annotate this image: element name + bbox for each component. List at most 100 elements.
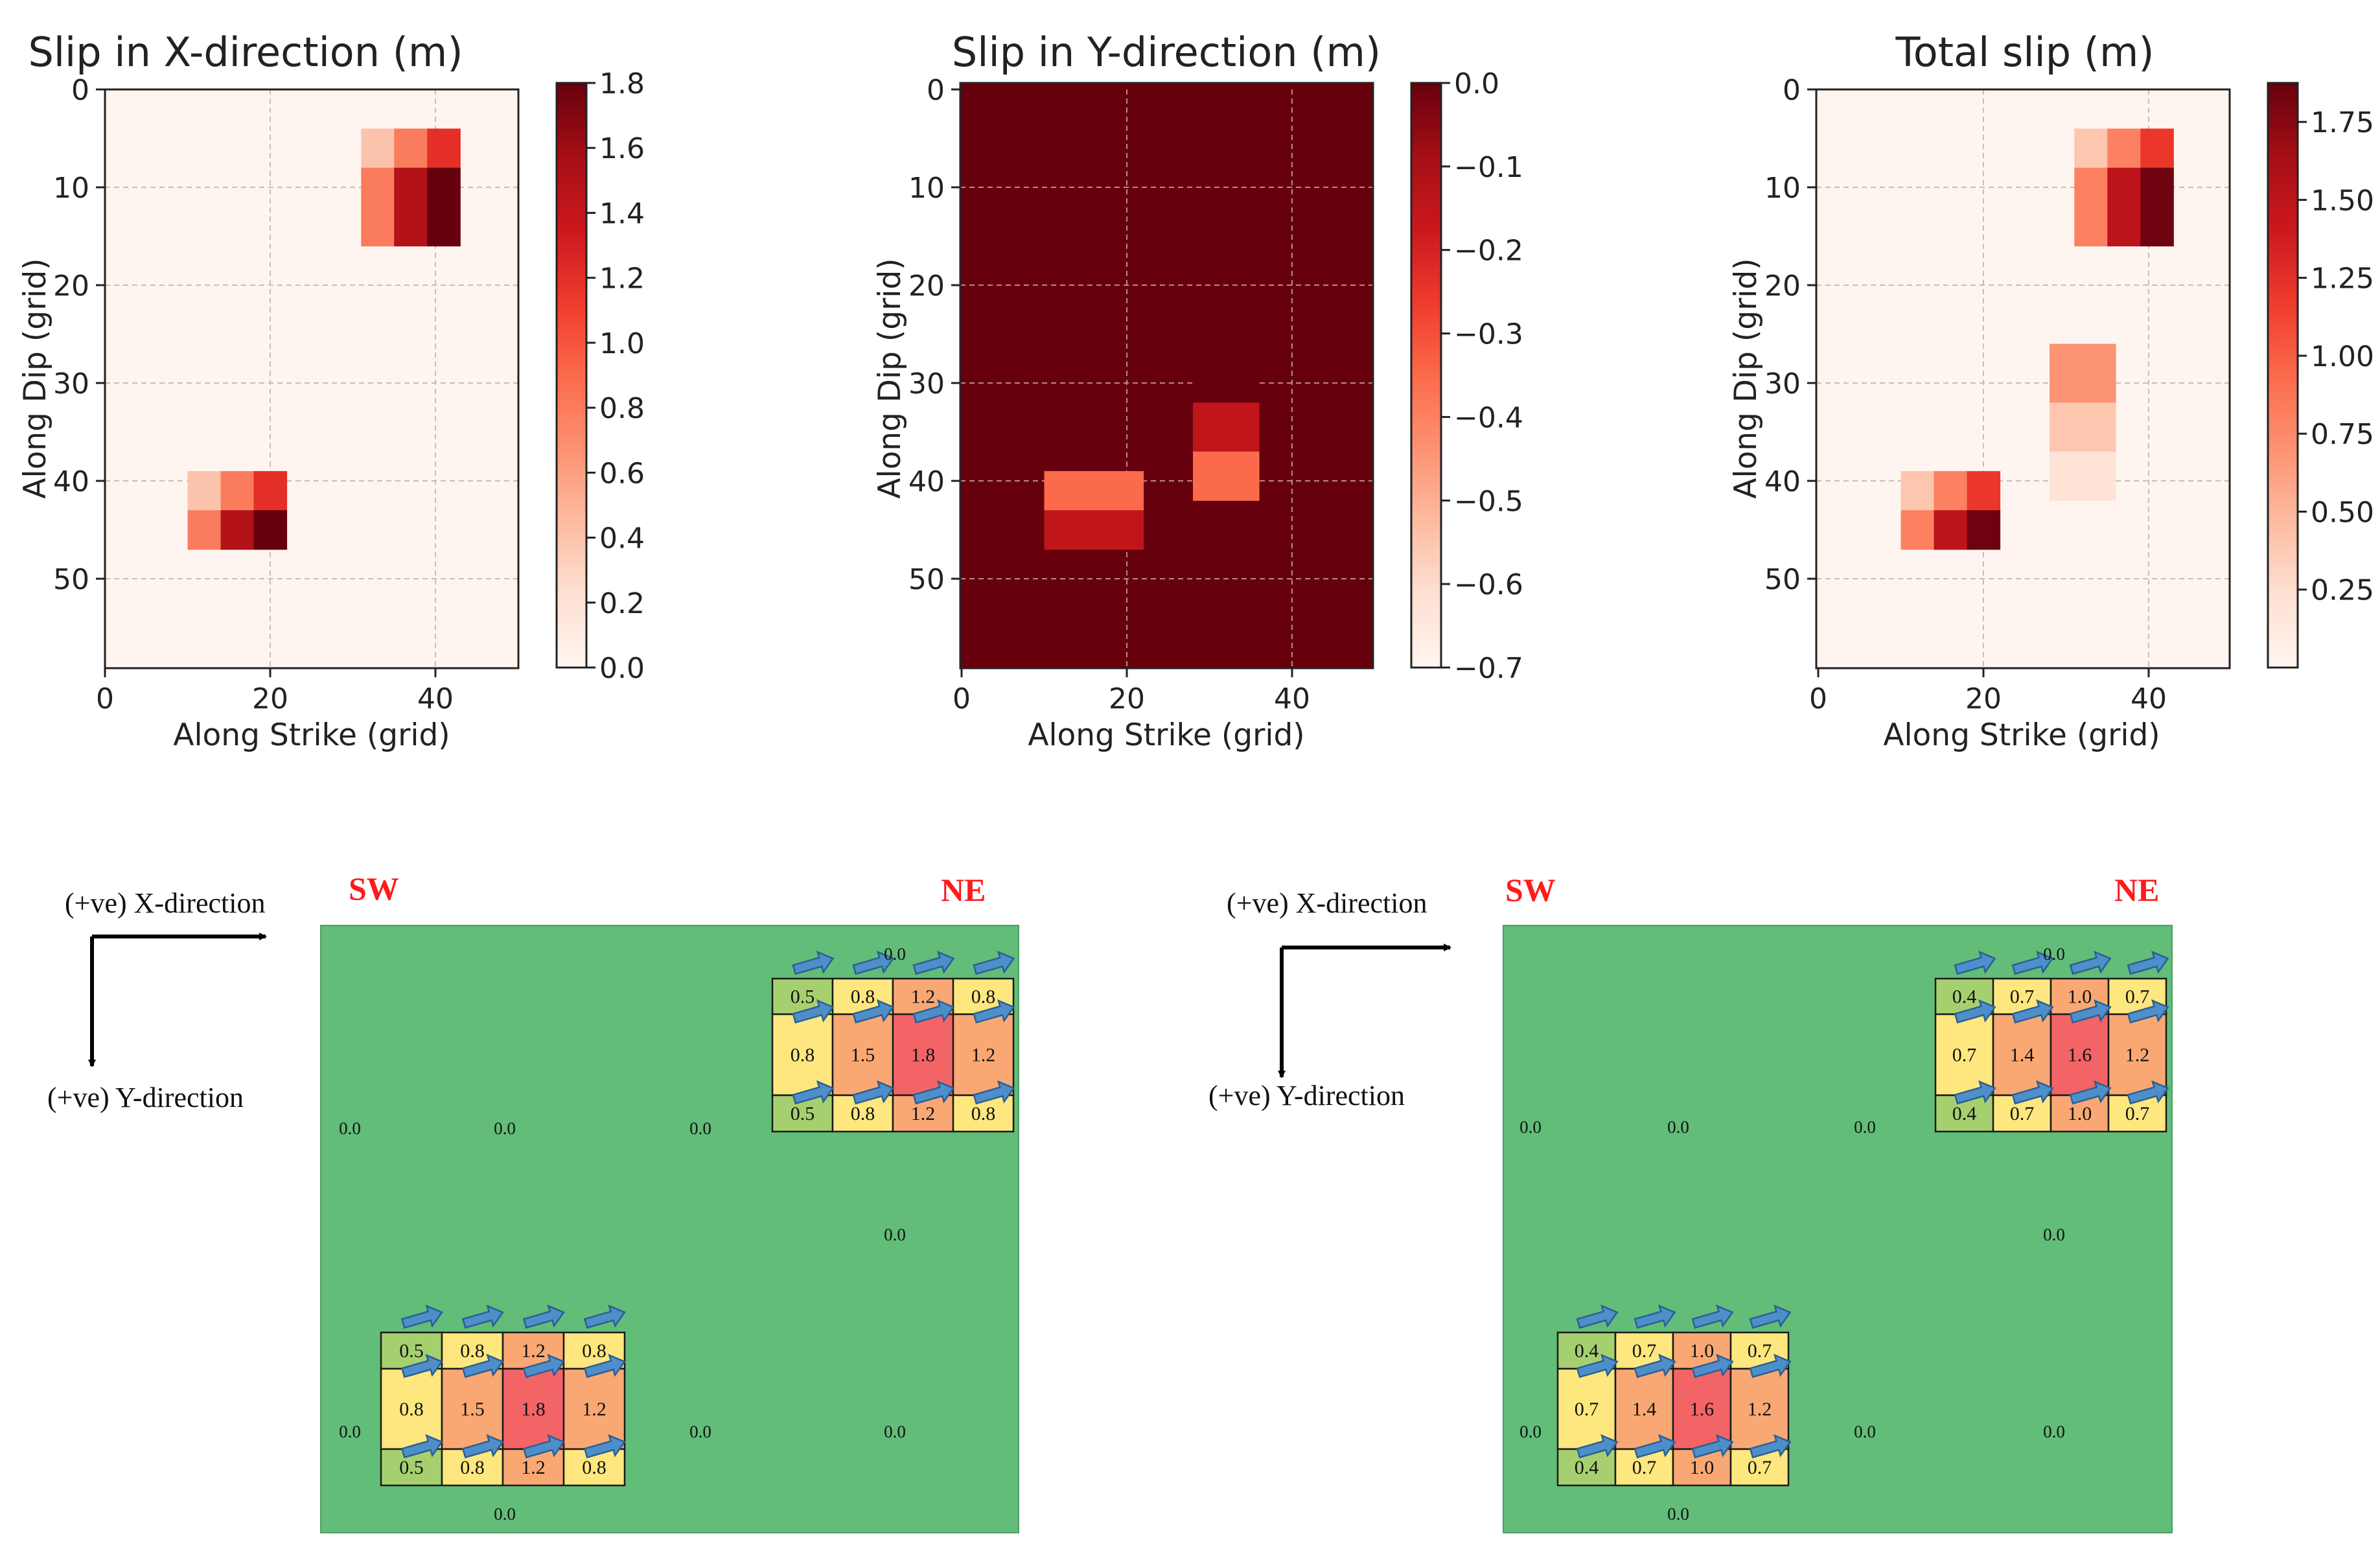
slip-value: 1.0 — [1690, 1457, 1715, 1478]
colorbar-ticks: 0.0 0.2 0.4 0.6 0.8 1.0 1.2 1.4 1.6 1.8 — [586, 67, 645, 685]
colorbar-tick-label: 0.8 — [599, 392, 645, 425]
colorbar-tick-label: 0.25 — [2311, 574, 2374, 607]
x-axis-label: Along Strike (grid) — [1028, 717, 1304, 753]
zero-value: 0.0 — [339, 1119, 361, 1138]
y-ticks: 0 10 20 30 40 50 — [1764, 74, 1816, 596]
slip-value: 1.2 — [521, 1340, 546, 1362]
slip-arrow-icon — [2011, 999, 2054, 1024]
grid-lines — [105, 89, 518, 668]
slip-cell — [220, 510, 255, 550]
slip-value: 0.8 — [851, 1103, 875, 1124]
slip-value: 0.4 — [1575, 1340, 1599, 1362]
plot-area-bg — [960, 83, 1373, 668]
slip-cell — [1193, 343, 1260, 403]
slip-cell — [394, 167, 428, 247]
slip-value: 0.5 — [791, 1103, 815, 1124]
slip-cell — [952, 1013, 1015, 1097]
slip-cell — [2107, 128, 2141, 169]
zero-value: 0.0 — [1667, 1117, 1689, 1137]
x-tick-label: 40 — [2131, 682, 2167, 715]
slip-value: 0.5 — [399, 1340, 424, 1362]
slip-arrow-icon — [583, 1353, 626, 1378]
colorbar-tick-label: 1.25 — [2311, 262, 2374, 296]
zero-value: 0.0 — [2043, 1225, 2065, 1244]
slip-cell — [1729, 1367, 1790, 1450]
slip-cell — [1901, 471, 1935, 511]
ne-label: NE — [941, 872, 986, 908]
slip-cell — [1044, 510, 1144, 550]
colorbar-tick-label: 1.00 — [2311, 340, 2374, 373]
x-axis-label: Along Strike (grid) — [1883, 717, 2160, 753]
slip-arrow-icon — [400, 1353, 443, 1378]
colorbar — [1410, 82, 1442, 669]
slip-value: 1.5 — [851, 1045, 875, 1066]
zero-values: 0.0 0.0 0.0 0.0 0.0 0.0 0.0 — [339, 1119, 906, 1441]
y-tick-label: 10 — [908, 172, 945, 205]
colorbar-tick-label: 0.0 — [599, 652, 645, 685]
chart-title: Slip in X-direction (m) — [28, 29, 463, 76]
slip-value: 1.8 — [911, 1045, 936, 1066]
slip-diagram-right: (+ve) X-direction (+ve) Y-direction SW N… — [1208, 872, 2173, 1533]
zero-value: 0.0 — [339, 1422, 361, 1441]
y-tick-label: 20 — [908, 270, 945, 303]
sw-patch: 0.5 0.8 1.2 0.8 0.8 1.5 1.8 1.2 0.5 0.8 1.2 0.8 0.0 — [380, 1304, 626, 1524]
colorbar-ticks: 0.0 −0.1 −0.2 −0.3 −0.4 −0.5 −0.6 −0.7 — [1441, 67, 1523, 685]
x-tick-label: 20 — [252, 682, 288, 715]
x-tick-label: 0 — [953, 682, 971, 715]
colorbar-tick-label: 1.8 — [599, 67, 645, 100]
slip-arrow-icon — [2069, 1080, 2112, 1105]
colorbar-tick-label: 1.2 — [599, 262, 645, 296]
y-tick-label: 50 — [53, 563, 89, 596]
slip-arrow-icon — [973, 1080, 1015, 1105]
colorbar-tick-label: 1.75 — [2311, 106, 2374, 139]
slip-value: 0.7 — [1575, 1399, 1599, 1420]
x-tick-label: 20 — [1109, 682, 1145, 715]
x-direction-label: (+ve) X-direction — [65, 887, 265, 919]
sw-label: SW — [1505, 872, 1556, 908]
slip-arrow-icon — [522, 1353, 565, 1378]
slip-cell — [2140, 167, 2174, 247]
slip-arrow-icon — [522, 1304, 565, 1329]
slip-value: 1.0 — [2068, 986, 2092, 1008]
grid-lines — [1816, 89, 2230, 668]
slip-value: 1.5 — [460, 1399, 485, 1420]
slip-cell — [1556, 1448, 1617, 1487]
slip-arrow-icon — [1691, 1353, 1734, 1378]
slip-arrow-icon — [2011, 1080, 2054, 1105]
slip-cell — [1672, 1367, 1732, 1450]
colorbar-tick-label: 1.0 — [599, 327, 645, 360]
slip-cell — [1044, 471, 1144, 511]
chart-slip-x: Slip in X-direction (m) 0 10 20 30 40 50 0 20 4… — [17, 29, 645, 753]
slip-value: 0.8 — [460, 1457, 485, 1478]
slip-value: 0.7 — [2010, 986, 2035, 1008]
y-ticks: 0 10 20 30 40 50 — [908, 74, 960, 596]
colorbar-tick-label: 1.6 — [599, 132, 645, 165]
slip-cell — [187, 471, 222, 511]
slip-cell — [892, 1013, 954, 1097]
y-tick-label: 40 — [908, 465, 945, 498]
zero-value: 0.0 — [1667, 1504, 1689, 1524]
colorbar-tick-label: 0.75 — [2311, 418, 2374, 451]
y-tick-label: 30 — [53, 367, 89, 401]
y-axis-label: Along Dip (grid) — [17, 258, 53, 498]
slip-value: 0.4 — [1952, 1103, 1977, 1124]
colorbar-tick-label: 0.2 — [599, 587, 645, 620]
zero-value: 0.0 — [2043, 944, 2065, 964]
slip-arrow-icon — [1749, 1353, 1792, 1378]
x-tick-label: 0 — [1809, 682, 1827, 715]
slip-arrow-icon — [852, 1080, 895, 1105]
colorbar — [555, 82, 588, 669]
slip-value: 0.5 — [399, 1457, 424, 1478]
slip-value: 0.8 — [399, 1399, 424, 1420]
zero-value: 0.0 — [494, 1504, 516, 1524]
slip-cell — [1967, 510, 2001, 550]
slip-arrow-icon — [400, 1304, 443, 1329]
slip-patches — [1901, 128, 2174, 550]
chart-total-slip: Total slip (m) 0 10 20 30 40 50 0 20 40 Along S… — [1728, 29, 2374, 753]
slip-cell — [2050, 402, 2116, 452]
slip-cell — [427, 167, 461, 247]
slip-value: 1.2 — [971, 1045, 996, 1066]
y-tick-label: 40 — [53, 465, 89, 498]
slip-cell — [2107, 1013, 2167, 1097]
slip-value: 0.8 — [851, 986, 875, 1008]
